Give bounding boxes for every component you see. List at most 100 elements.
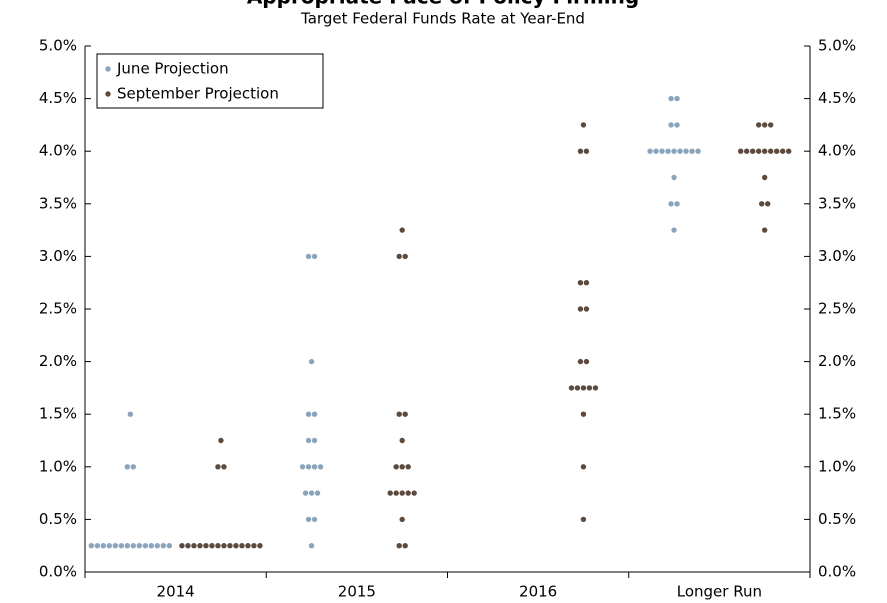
- dot: [233, 543, 239, 549]
- dot: [402, 543, 408, 549]
- dot: [130, 464, 137, 470]
- dot: [308, 543, 315, 549]
- dot: [668, 201, 674, 207]
- dot: [695, 148, 701, 154]
- dot: [396, 543, 402, 549]
- dot: [405, 464, 411, 470]
- dot: [399, 227, 405, 233]
- dot: [387, 490, 393, 496]
- dot: [647, 148, 653, 154]
- dot: [761, 174, 768, 181]
- y2-tick-label: 2.0%: [818, 352, 856, 370]
- dot: [148, 543, 155, 549]
- dot: [197, 543, 203, 549]
- legend-marker: [105, 66, 111, 72]
- dot: [154, 543, 161, 549]
- dot: [251, 543, 257, 549]
- x-tick-label: 2016: [519, 583, 557, 601]
- x-tick-label: Longer Run: [677, 583, 762, 601]
- y-tick-label: 3.0%: [39, 247, 77, 265]
- dot: [136, 543, 143, 549]
- dot: [580, 411, 587, 417]
- legend-label: September Projection: [117, 85, 279, 103]
- dot: [305, 516, 312, 523]
- dot: [100, 543, 107, 549]
- dot: [317, 464, 324, 470]
- dot: [577, 148, 584, 154]
- dot: [580, 385, 587, 391]
- dot: [396, 253, 402, 260]
- dot: [209, 543, 215, 549]
- dot: [674, 95, 680, 102]
- dot: [583, 306, 590, 312]
- dot: [179, 543, 185, 549]
- y2-tick-label: 4.5%: [818, 89, 856, 107]
- dot: [215, 464, 221, 470]
- dot: [142, 543, 149, 549]
- dot: [580, 122, 587, 128]
- dot: [305, 464, 312, 470]
- dot: [755, 148, 762, 154]
- dot: [402, 253, 408, 260]
- dot: [94, 543, 101, 549]
- dot: [305, 253, 312, 260]
- dot: [399, 516, 405, 523]
- dot: [239, 543, 245, 549]
- dot: [405, 490, 411, 496]
- dot: [743, 148, 750, 154]
- dot: [737, 148, 744, 154]
- dot: [396, 411, 402, 417]
- dot: [299, 464, 306, 470]
- dot: [215, 543, 221, 549]
- dot: [665, 148, 671, 154]
- dot: [761, 148, 768, 154]
- dot: [583, 280, 590, 286]
- dot: [767, 122, 774, 128]
- dot: [191, 543, 197, 549]
- y-tick-label: 2.0%: [39, 352, 77, 370]
- dot: [764, 201, 771, 207]
- y-tick-label: 1.5%: [39, 405, 77, 423]
- dot: [393, 490, 399, 496]
- y2-tick-label: 3.5%: [818, 194, 856, 212]
- dot: [668, 95, 674, 102]
- dot: [311, 464, 318, 470]
- y2-tick-label: 4.0%: [818, 142, 856, 160]
- dot: [314, 490, 321, 496]
- dot: [659, 148, 665, 154]
- dot: [761, 227, 768, 233]
- dot: [311, 253, 318, 260]
- dot: [411, 490, 417, 496]
- y-tick-label: 4.5%: [39, 89, 77, 107]
- chart-title: Appropriate Pace of Policy Firming: [247, 0, 639, 9]
- dot: [166, 543, 173, 549]
- dot: [308, 358, 315, 365]
- legend-box: [96, 53, 324, 109]
- dot: [577, 358, 584, 365]
- dot: [577, 306, 584, 312]
- y2-tick-label: 3.0%: [818, 247, 856, 265]
- y2-tick-label: 2.5%: [818, 300, 856, 318]
- dot: [674, 201, 680, 207]
- chart-subtitle: Target Federal Funds Rate at Year-End: [300, 10, 585, 28]
- dot: [160, 543, 167, 549]
- y-tick-label: 4.0%: [39, 142, 77, 160]
- x-tick-label: 2015: [338, 583, 376, 601]
- dot: [305, 411, 312, 417]
- y2-tick-label: 5.0%: [818, 37, 856, 55]
- legend-label: June Projection: [116, 60, 229, 78]
- dot: [221, 543, 227, 549]
- dot: [127, 411, 134, 417]
- dot: [124, 543, 131, 549]
- dot: [683, 148, 689, 154]
- dot: [185, 543, 191, 549]
- dot: [311, 516, 318, 523]
- dot: [124, 464, 131, 470]
- dot: [677, 148, 683, 154]
- dot: [773, 148, 780, 154]
- y2-tick-label: 0.0%: [818, 563, 856, 581]
- dot: [671, 227, 677, 233]
- dot: [574, 385, 581, 391]
- dot: [227, 543, 233, 549]
- y-tick-label: 0.5%: [39, 510, 77, 528]
